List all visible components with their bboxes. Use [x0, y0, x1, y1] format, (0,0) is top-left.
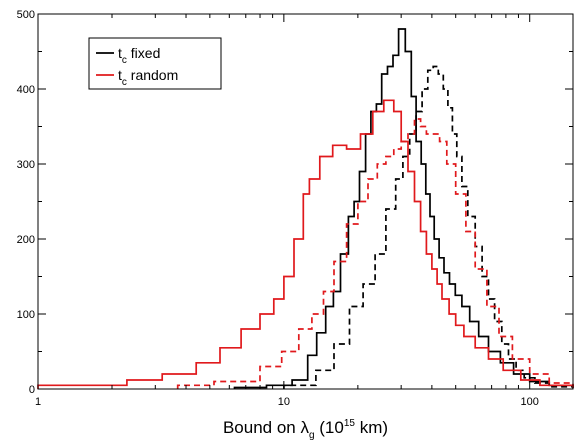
legend-label-random-main: t: [118, 67, 122, 83]
series-line-3: [176, 118, 574, 389]
x-axis-title-sub: g: [309, 430, 315, 441]
series-line-1: [283, 65, 574, 389]
y-tick-label: 500: [17, 9, 35, 21]
y-tick-label: 300: [17, 159, 35, 171]
series-group: [37, 28, 574, 389]
x-axis-title: Bound on λg (1015 km): [223, 418, 388, 441]
x-axis-title-sup: 15: [344, 418, 356, 429]
series-line-2: [37, 99, 574, 389]
legend-label-random-sub: c: [122, 77, 127, 88]
x-tick-label: 100: [521, 396, 539, 408]
x-axis-title-mid: (10: [315, 418, 344, 437]
legend: tc fixed tc random: [88, 37, 222, 90]
y-tick-label: 200: [17, 234, 35, 246]
legend-label-fixed: tc fixed: [118, 45, 160, 66]
legend-box: [88, 37, 222, 90]
x-tick-label: 1: [35, 396, 41, 408]
y-tick-label: 0: [29, 384, 35, 396]
y-tick-label: 400: [17, 84, 35, 96]
legend-label-random-rest: random: [127, 67, 178, 83]
y-tick-label: 100: [17, 309, 35, 321]
legend-label-fixed-main: t: [118, 45, 122, 61]
x-tick-label: 10: [278, 396, 290, 408]
x-axis-title-suffix: km): [355, 418, 388, 437]
axis-ticks: 1 10 100 0 100 200 300 400 500: [17, 9, 573, 408]
legend-label-fixed-rest: fixed: [127, 45, 160, 61]
legend-label-random: tc random: [118, 67, 178, 88]
x-axis-title-prefix: Bound on λ: [223, 418, 310, 437]
legend-label-fixed-sub: c: [122, 55, 127, 66]
series-line-0: [233, 28, 574, 389]
